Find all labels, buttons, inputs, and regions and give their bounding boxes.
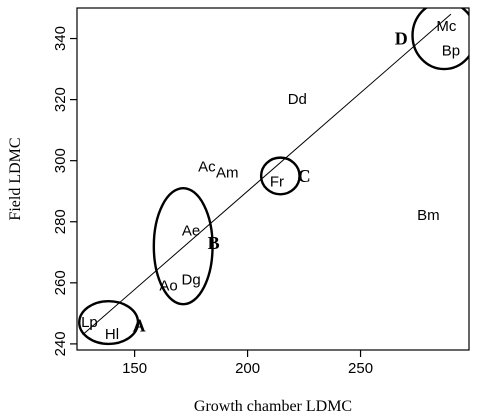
x-tick-label: 150 bbox=[122, 360, 147, 377]
point-label-hl: Hl bbox=[105, 326, 119, 343]
point-label-dg: Dg bbox=[182, 271, 201, 288]
point-label-ae: Ae bbox=[182, 222, 200, 239]
y-tick-label: 260 bbox=[52, 270, 69, 295]
group-ellipse-d bbox=[411, 8, 469, 71]
point-label-fr: Fr bbox=[270, 174, 284, 191]
x-tick-label: 250 bbox=[348, 360, 373, 377]
y-axis: 240 260 280 300 320 340 bbox=[52, 26, 77, 356]
point-label-bp: Bp bbox=[442, 42, 460, 59]
y-tick-label: 240 bbox=[52, 331, 69, 356]
point-label-mc: Mc bbox=[436, 18, 456, 35]
group-label-d: D bbox=[395, 29, 408, 49]
point-label-dd: Dd bbox=[288, 91, 307, 108]
x-axis-title: Growth chamber LDMC bbox=[194, 398, 352, 415]
group-label-c: C bbox=[298, 166, 311, 186]
point-label-am: Am bbox=[216, 164, 239, 181]
group-ellipse-a bbox=[78, 299, 140, 346]
point-label-bm: Bm bbox=[417, 207, 440, 224]
x-tick-label: 200 bbox=[235, 360, 260, 377]
fit-line bbox=[82, 13, 452, 336]
y-tick-label: 320 bbox=[52, 87, 69, 112]
group-ellipse-b bbox=[152, 186, 214, 306]
group-label-a: A bbox=[133, 316, 146, 336]
plot-frame bbox=[76, 7, 470, 351]
point-label-ao: Ao bbox=[159, 277, 177, 294]
x-axis: 150 200 250 bbox=[122, 350, 373, 377]
group-label-b: B bbox=[208, 233, 220, 253]
group-ellipse-c bbox=[259, 156, 301, 196]
point-label-ac: Ac bbox=[198, 158, 216, 175]
y-tick-label: 300 bbox=[52, 148, 69, 173]
y-tick-label: 340 bbox=[52, 26, 69, 51]
point-label-lp: Lp bbox=[81, 314, 98, 331]
y-axis-title: Field LDMC bbox=[7, 137, 24, 220]
y-tick-label: 280 bbox=[52, 209, 69, 234]
